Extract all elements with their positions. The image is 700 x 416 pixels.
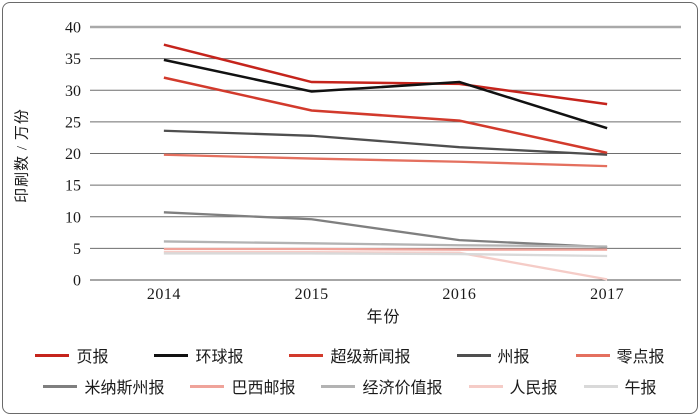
legend-item: 环球报 xyxy=(154,343,243,367)
legend-row: 页报 环球报 超级新闻报 州报 零点报 xyxy=(35,343,665,367)
legend-label: 零点报 xyxy=(616,349,665,366)
chart-legend: 页报 环球报 超级新闻报 州报 零点报米纳斯州报 巴西邮报 经济价值报 人民报 午报 xyxy=(3,343,697,398)
legend-swatch-line xyxy=(43,384,78,388)
series-line xyxy=(163,247,608,251)
legend-label: 超级新闻报 xyxy=(330,349,411,366)
series-line xyxy=(163,43,608,106)
legend-swatch-line xyxy=(154,353,189,357)
legend-item: 州报 xyxy=(456,343,530,367)
legend-item: 经济价值报 xyxy=(321,374,443,398)
legend-label: 午报 xyxy=(624,380,657,397)
y-axis-tick-label: 10 xyxy=(65,209,81,226)
y-axis-tick-label: 15 xyxy=(65,178,81,195)
y-axis-title: 印刷数 / 万份 xyxy=(14,108,31,203)
x-axis-tick-label: 2016 xyxy=(442,286,476,303)
legend-label: 经济价值报 xyxy=(362,380,443,397)
legend-item: 米纳斯州报 xyxy=(43,374,164,398)
legend-swatch-line xyxy=(575,353,610,357)
legend-label: 页报 xyxy=(76,349,109,366)
series-line xyxy=(163,211,608,249)
legend-label: 巴西邮报 xyxy=(231,380,296,397)
x-axis-tick-label: 2014 xyxy=(147,286,181,303)
legend-swatch-line xyxy=(35,353,70,357)
legend-label: 人民报 xyxy=(509,380,558,397)
series-line xyxy=(163,252,608,258)
legend-item: 页报 xyxy=(35,343,108,367)
legend-swatch-line xyxy=(583,384,618,388)
y-axis-tick-label: 40 xyxy=(65,20,81,37)
series-line xyxy=(163,76,608,155)
legend-item: 人民报 xyxy=(468,374,558,398)
legend-label: 米纳斯州报 xyxy=(84,380,165,397)
x-axis-title: 年份 xyxy=(366,309,401,326)
legend-item: 午报 xyxy=(583,374,657,398)
series-line xyxy=(163,129,608,156)
x-axis-tick-label: 2017 xyxy=(590,286,624,303)
y-axis-tick-label: 5 xyxy=(73,241,81,258)
x-axis-tick-label: 2015 xyxy=(295,286,329,303)
series-line xyxy=(163,240,608,248)
series-line xyxy=(163,58,608,130)
legend-row: 米纳斯州报 巴西邮报 经济价值报 人民报 午报 xyxy=(43,374,657,398)
y-axis-tick-label: 35 xyxy=(65,51,81,68)
legend-item: 超级新闻报 xyxy=(289,343,411,367)
y-axis-tick-label: 25 xyxy=(65,114,81,131)
legend-swatch-line xyxy=(321,384,356,388)
legend-swatch-line xyxy=(456,353,491,357)
legend-item: 零点报 xyxy=(575,343,665,367)
legend-item: 巴西邮报 xyxy=(190,374,295,398)
legend-swatch-line xyxy=(289,353,324,357)
line-chart-plot: 0 5 10 15 20 25 30 35 40 2014 2015 2016 2017 xyxy=(65,20,681,303)
y-axis-tick-label: 20 xyxy=(65,146,81,163)
y-axis-tick-label: 0 xyxy=(73,273,81,290)
series-line xyxy=(163,153,608,168)
legend-swatch-line xyxy=(190,384,225,388)
y-axis-tick-label: 30 xyxy=(65,83,81,100)
series-line xyxy=(163,251,608,281)
legend-swatch-line xyxy=(468,384,503,388)
legend-label: 州报 xyxy=(497,349,530,366)
legend-label: 环球报 xyxy=(195,349,244,366)
